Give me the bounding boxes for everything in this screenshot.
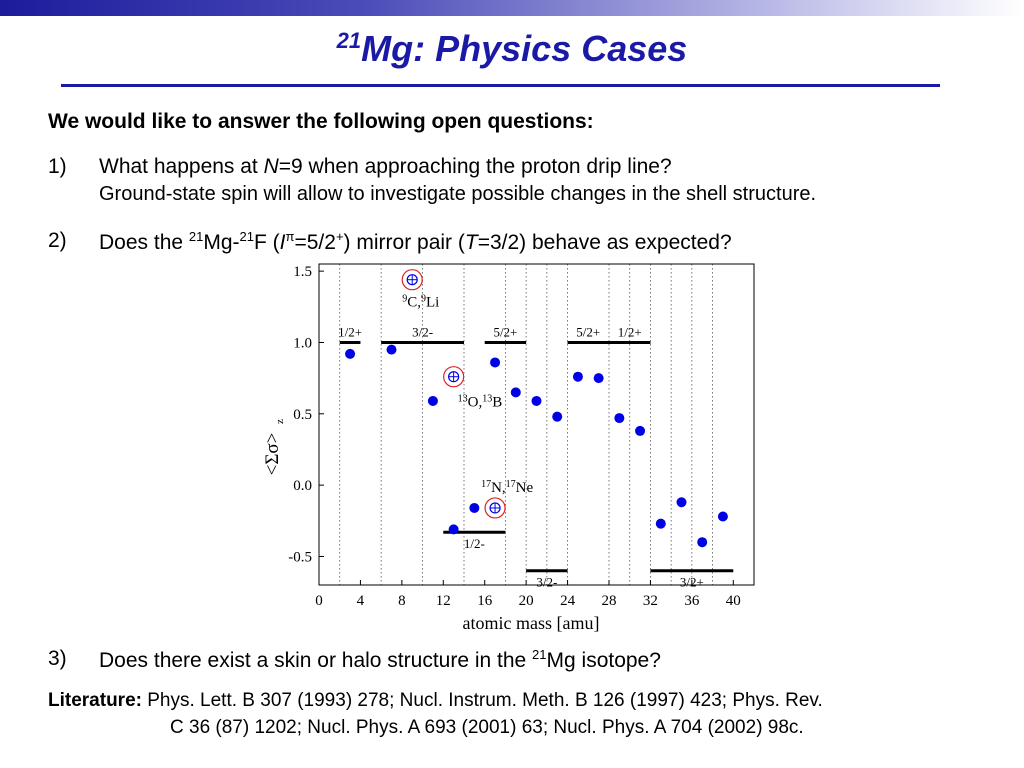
shell-line-label: 1/2+ — [618, 324, 642, 339]
x-tick-label: 28 — [602, 593, 617, 609]
question-1-number: 1) — [48, 155, 67, 178]
shell-line-label: 3/2- — [412, 324, 433, 339]
q3-p1: Does there exist a skin or halo structur… — [99, 649, 533, 672]
question-3-number: 3) — [48, 647, 67, 670]
q2-p4: =5/2 — [294, 231, 336, 254]
literature-label: Literature: — [48, 690, 142, 711]
y-axis-label-subscript: z — [274, 419, 286, 424]
y-tick-label: 1.0 — [293, 335, 312, 351]
q2-var2: T — [464, 231, 478, 254]
special-point-label: 17N,17Ne — [481, 479, 533, 496]
x-tick-label: 12 — [436, 593, 451, 609]
x-tick-label: 24 — [560, 593, 576, 609]
data-point — [531, 395, 542, 406]
question-3-text: Does there exist a skin or halo structur… — [99, 647, 661, 673]
y-tick-label: 0.5 — [293, 407, 312, 423]
data-point — [469, 502, 480, 513]
shell-line-label: 3/2- — [536, 575, 557, 590]
shell-line-label: 1/2- — [464, 536, 485, 551]
intro-heading: We would like to answer the following op… — [48, 110, 594, 133]
q1-pre: What happens at — [99, 155, 264, 178]
y-tick-label: 0.0 — [293, 478, 312, 494]
x-tick-label: 32 — [643, 593, 658, 609]
spin-chart: 1/2+ 3/2- 5/2+ 5/2+ 1/2+1/2-3/2- 3/2+ 9C,9Li1… — [254, 259, 763, 636]
data-point — [552, 411, 563, 422]
x-axis-label: atomic mass [amu] — [463, 613, 600, 633]
y-axis-label: <Σσ> — [262, 433, 283, 476]
q2-s1: 21 — [188, 229, 204, 244]
y-tick-label: -0.5 — [288, 549, 312, 565]
special-point-ring — [401, 269, 423, 291]
data-point — [448, 524, 459, 535]
literature-text-1: Phys. Lett. B 307 (1993) 278; Nucl. Inst… — [141, 690, 823, 711]
data-point — [572, 371, 583, 382]
data-point — [676, 497, 687, 508]
title-superscript: 21 — [336, 28, 362, 53]
x-tick-label: 20 — [519, 593, 534, 609]
x-tick-label: 36 — [684, 593, 700, 609]
question-2-text: Does the 21Mg-21F (Iπ=5/2+) mirror pair … — [99, 229, 732, 255]
data-point — [386, 344, 397, 355]
special-point-label: 9C,9Li — [402, 294, 439, 311]
q2-s4: + — [335, 229, 344, 244]
data-point — [614, 413, 625, 424]
x-tick-label: 40 — [726, 593, 741, 609]
question-1-subtext: Ground-state spin will allow to investig… — [99, 183, 817, 205]
data-point — [345, 348, 356, 359]
title-underline — [61, 84, 940, 87]
q2-p6: =3/2) behave as expected? — [477, 231, 732, 254]
q2-s2: 21 — [239, 229, 254, 244]
x-tick-label: 16 — [477, 593, 493, 609]
x-tick-label: 8 — [398, 593, 406, 609]
shell-line-label: 1/2+ — [338, 324, 362, 339]
plot-frame — [318, 263, 755, 586]
literature-line-1: Literature: Phys. Lett. B 307 (1993) 278… — [48, 690, 823, 712]
data-point — [717, 511, 728, 522]
title-text: Mg: Physics Cases — [361, 28, 688, 69]
x-tick-label: 0 — [315, 593, 323, 609]
data-point — [490, 357, 501, 368]
q3-p2: Mg isotope? — [546, 649, 661, 672]
special-point-ring — [443, 366, 465, 388]
q3-s1: 21 — [532, 647, 547, 662]
data-point — [593, 373, 604, 384]
data-point — [510, 387, 521, 398]
question-2-number: 2) — [48, 229, 67, 252]
q2-s3: π — [285, 229, 295, 244]
x-tick-label: 4 — [357, 593, 365, 609]
data-point — [697, 537, 708, 548]
q2-var: I — [279, 231, 286, 254]
special-point-ring — [484, 497, 506, 519]
data-point — [427, 395, 438, 406]
y-tick-label: 1.5 — [293, 264, 312, 280]
chart-background — [254, 259, 763, 636]
q2-p3: F ( — [254, 231, 280, 254]
q2-p2: Mg- — [203, 231, 240, 254]
q1-post: =9 when approaching the proton drip line… — [278, 155, 672, 178]
shell-line-label: 5/2+ — [576, 324, 600, 339]
data-point — [655, 518, 666, 529]
literature-line-2: C 36 (87) 1202; Nucl. Phys. A 693 (2001)… — [170, 717, 804, 738]
top-gradient-bar — [0, 0, 1024, 16]
slide-title: 21Mg: Physics Cases — [0, 28, 1024, 70]
q1-var: N — [263, 155, 279, 178]
q2-p5: ) mirror pair ( — [343, 231, 465, 254]
data-point — [635, 425, 646, 436]
q2-p1: Does the — [99, 231, 189, 254]
special-point-label: 13O,13B — [458, 394, 503, 411]
shell-line-label: 5/2+ — [493, 324, 517, 339]
question-1-text: What happens at N=9 when approaching the… — [99, 155, 672, 179]
